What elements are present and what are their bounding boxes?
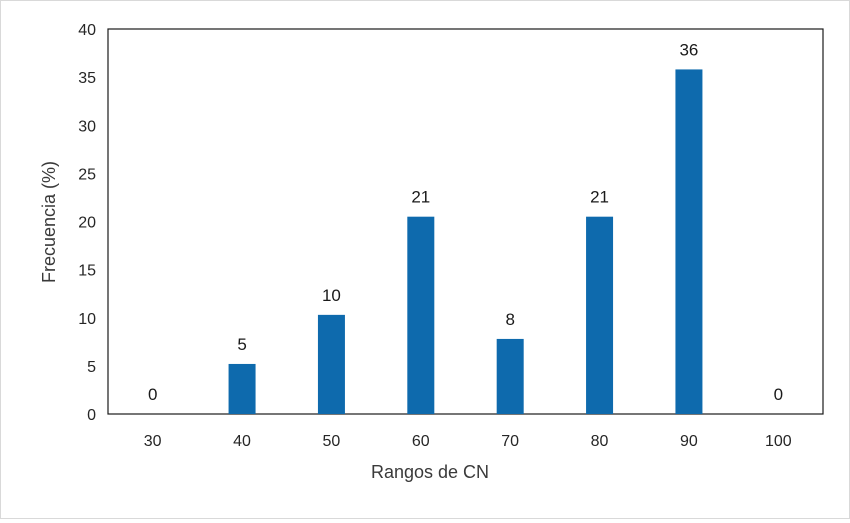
data-label: 0 <box>774 385 783 404</box>
plot-area-border <box>107 28 824 415</box>
y-tick-label: 10 <box>78 311 96 328</box>
y-tick-label: 15 <box>78 263 96 280</box>
x-axis-title: Rangos de CN <box>371 462 489 482</box>
bar <box>496 338 524 414</box>
x-tick-label: 50 <box>323 433 341 450</box>
y-tick-label: 5 <box>87 359 96 376</box>
y-tick-label: 30 <box>78 118 96 135</box>
data-label: 5 <box>237 335 246 354</box>
data-label: 0 <box>148 385 157 404</box>
plot-area <box>107 28 824 415</box>
bar <box>586 216 614 414</box>
x-tick-label: 30 <box>144 433 162 450</box>
y-tick-label: 25 <box>78 166 96 183</box>
y-axis-ticks: 0 5 10 15 20 25 30 35 40 <box>78 22 96 424</box>
data-label: 21 <box>590 188 609 207</box>
x-tick-label: 70 <box>501 433 519 450</box>
bars <box>228 69 703 415</box>
data-label: 36 <box>679 40 698 59</box>
y-axis-title: Frecuencia (%) <box>39 161 59 283</box>
y-tick-label: 35 <box>78 70 96 87</box>
x-tick-label: 80 <box>591 433 609 450</box>
bar <box>675 69 703 415</box>
y-tick-label: 40 <box>78 22 96 39</box>
data-label: 21 <box>411 188 430 207</box>
x-tick-label: 90 <box>680 433 698 450</box>
bar <box>317 314 345 414</box>
x-tick-label: 100 <box>765 433 792 450</box>
x-tick-label: 60 <box>412 433 430 450</box>
y-tick-label: 0 <box>87 407 96 424</box>
data-label: 10 <box>322 286 341 305</box>
x-axis-ticks: 30 40 50 60 70 80 90 100 <box>144 433 792 450</box>
data-label: 8 <box>505 310 514 329</box>
y-tick-label: 20 <box>78 215 96 232</box>
bar <box>407 216 435 414</box>
x-tick-label: 40 <box>233 433 251 450</box>
bar <box>228 363 256 414</box>
data-labels: 0 5 10 21 8 21 36 0 <box>148 40 783 404</box>
